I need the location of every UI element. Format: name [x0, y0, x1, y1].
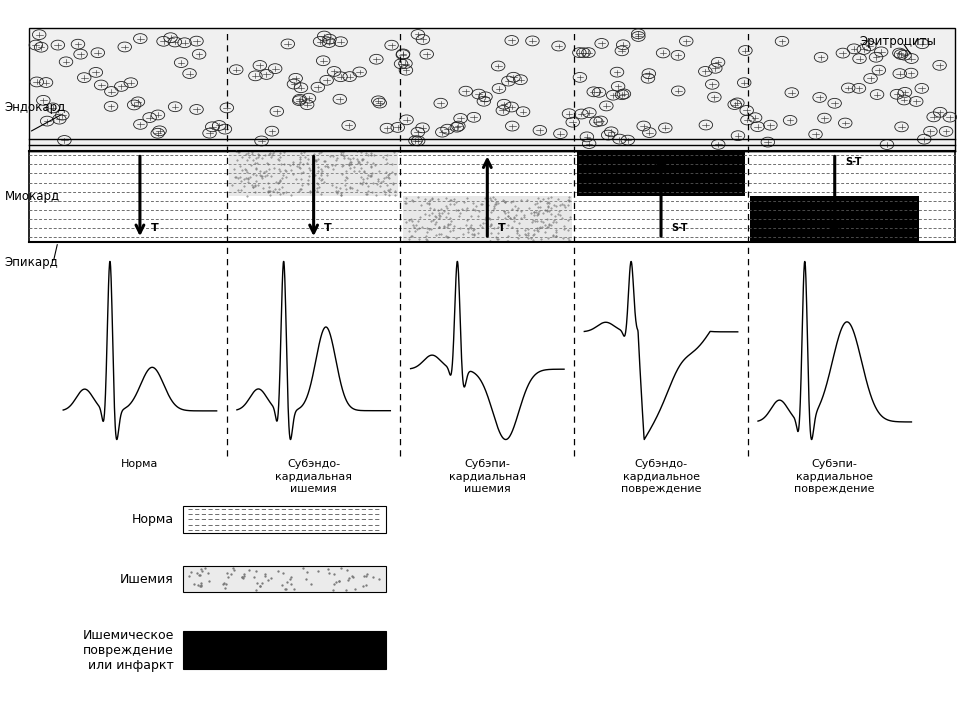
Text: T: T	[151, 223, 158, 233]
Text: Ишемия: Ишемия	[120, 573, 174, 585]
Bar	[403, 196, 571, 242]
Bar	[576, 151, 746, 196]
Text: Ишемическое
повреждение
или инфаркт: Ишемическое повреждение или инфаркт	[82, 629, 174, 672]
Text: Субэпи-
кардиальная
ишемия: Субэпи- кардиальная ишемия	[449, 459, 526, 494]
Text: Субэндо-
кардиальное
повреждение: Субэндо- кардиальное повреждение	[620, 459, 702, 494]
Bar	[29, 151, 955, 242]
Text: S-T: S-T	[845, 157, 862, 167]
Bar	[183, 506, 386, 533]
Bar	[183, 631, 386, 669]
Text: T: T	[324, 223, 332, 233]
Bar	[29, 28, 955, 151]
Bar	[183, 566, 386, 592]
Text: T: T	[498, 223, 506, 233]
Text: Субэпи-
кардиальное
повреждение: Субэпи- кардиальное повреждение	[794, 459, 875, 494]
Bar	[751, 196, 920, 242]
Text: S-T: S-T	[672, 223, 688, 233]
Text: Норма: Норма	[122, 459, 158, 469]
Text: Эпикард: Эпикард	[5, 257, 59, 269]
Text: Миокард: Миокард	[5, 190, 60, 203]
Text: Эритроциты: Эритроциты	[859, 35, 936, 48]
Text: Эндокард: Эндокард	[5, 101, 66, 114]
Bar	[230, 151, 398, 196]
Text: Норма: Норма	[131, 513, 174, 526]
Text: Субэндо-
кардиальная
ишемия: Субэндо- кардиальная ишемия	[275, 459, 352, 494]
